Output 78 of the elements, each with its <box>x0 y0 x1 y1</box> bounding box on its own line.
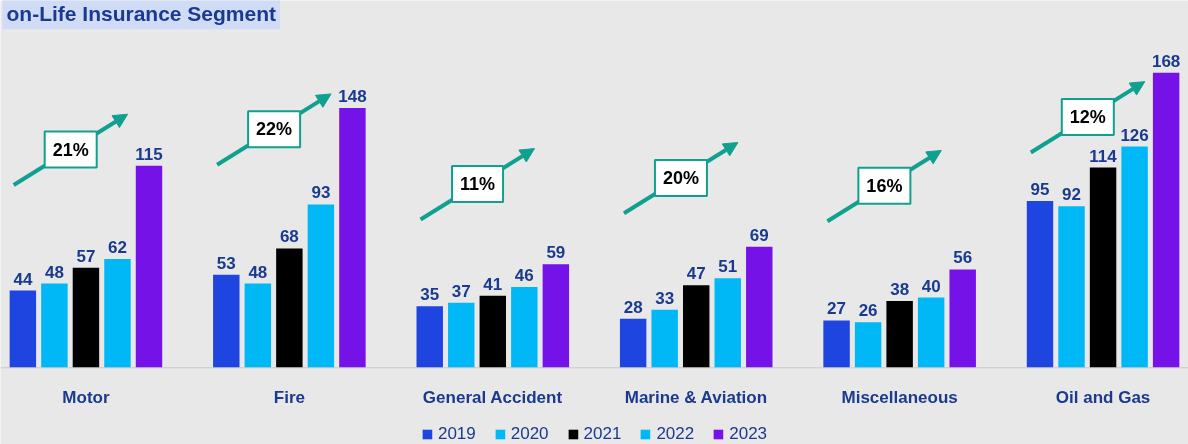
bar <box>682 285 710 368</box>
x-tick-label: Miscellaneous <box>841 387 958 407</box>
data-label: 126 <box>1120 125 1149 145</box>
bar <box>1058 206 1085 368</box>
data-label: 57 <box>76 246 96 266</box>
annotation: 12% <box>1069 107 1106 128</box>
bar <box>448 302 475 368</box>
data-label: 62 <box>108 237 127 257</box>
data-label: 53 <box>216 253 236 273</box>
annotation: 11% <box>460 174 496 195</box>
data-label: 48 <box>248 262 268 282</box>
data-label: 28 <box>623 297 643 317</box>
data-label: 51 <box>718 257 738 277</box>
legend-label: 2023 <box>729 424 768 444</box>
data-label: 114 <box>1089 146 1118 166</box>
data-label: 48 <box>44 262 64 282</box>
bar <box>619 318 647 368</box>
bar <box>746 246 773 368</box>
bar <box>949 269 976 368</box>
bar <box>41 283 68 368</box>
bar <box>886 301 913 368</box>
bar <box>244 283 272 368</box>
legend-label: 2021 <box>583 424 622 444</box>
annotation: 22% <box>256 119 293 140</box>
data-label: 41 <box>483 274 503 294</box>
data-label: 68 <box>279 227 299 247</box>
x-tick-label: Oil and Gas <box>1055 387 1151 407</box>
bar <box>1089 167 1117 368</box>
data-label: 37 <box>451 281 471 301</box>
annotation: 16% <box>866 175 903 196</box>
chart-title: on-Life Insurance Segment <box>6 2 277 26</box>
data-label: 93 <box>311 183 331 203</box>
x-tick-label: General Accident <box>422 387 563 407</box>
x-tick-label: Motor <box>62 387 110 407</box>
bar <box>479 295 507 368</box>
data-label: 38 <box>890 280 910 300</box>
annotation: 21% <box>52 139 89 160</box>
data-label: 35 <box>420 285 440 305</box>
bar <box>917 297 945 368</box>
data-label: 40 <box>921 276 941 296</box>
bar <box>854 322 882 368</box>
bar <box>307 204 335 368</box>
bar <box>1121 146 1148 368</box>
data-label: 33 <box>655 288 675 308</box>
bar <box>651 309 678 368</box>
legend-label: 2020 <box>510 424 549 444</box>
bar <box>72 267 100 368</box>
bar <box>339 107 366 368</box>
data-label: 115 <box>135 144 163 164</box>
bar <box>511 287 538 368</box>
data-label: 95 <box>1030 179 1050 199</box>
bar <box>416 306 443 368</box>
data-label: 44 <box>13 269 33 289</box>
bar <box>9 290 37 368</box>
bar <box>104 258 131 368</box>
x-tick-label: Fire <box>273 387 305 407</box>
bar <box>714 278 741 368</box>
data-label: 56 <box>953 248 973 268</box>
bar <box>276 248 303 368</box>
data-label: 46 <box>514 266 534 286</box>
data-label: 148 <box>338 86 367 106</box>
bar <box>542 264 570 368</box>
bar <box>1026 200 1054 368</box>
data-label: 47 <box>686 264 706 284</box>
annotation: 20% <box>662 167 699 188</box>
legend-label: 2019 <box>437 424 476 444</box>
bar <box>135 165 163 368</box>
data-label: 69 <box>749 225 769 245</box>
data-label: 168 <box>1151 51 1181 71</box>
data-label: 92 <box>1062 185 1081 205</box>
x-tick-label: Marine & Aviation <box>624 387 768 407</box>
bar <box>1152 72 1180 368</box>
bar <box>823 320 850 368</box>
bar <box>213 274 240 368</box>
data-label: 26 <box>858 301 878 321</box>
data-label: 27 <box>827 299 847 319</box>
data-label: 59 <box>546 243 566 263</box>
legend-label: 2022 <box>656 424 695 444</box>
